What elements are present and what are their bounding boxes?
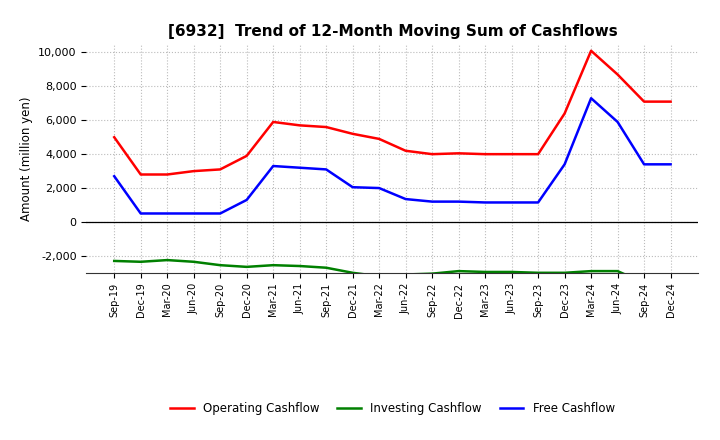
Title: [6932]  Trend of 12-Month Moving Sum of Cashflows: [6932] Trend of 12-Month Moving Sum of C… [168, 24, 617, 39]
Operating Cashflow [243, 153, 251, 158]
Free Cashflow [508, 200, 516, 205]
Free Cashflow [454, 199, 463, 204]
Operating Cashflow [508, 151, 516, 157]
Line: Free Cashflow: Free Cashflow [114, 98, 670, 213]
Investing Cashflow [481, 269, 490, 275]
Investing Cashflow [322, 265, 330, 270]
Free Cashflow [481, 200, 490, 205]
Investing Cashflow [613, 268, 622, 274]
Investing Cashflow [189, 259, 198, 264]
Line: Investing Cashflow: Investing Cashflow [114, 260, 670, 283]
Operating Cashflow [640, 99, 649, 104]
Free Cashflow [375, 185, 384, 191]
Free Cashflow [534, 200, 542, 205]
Free Cashflow [243, 197, 251, 202]
Investing Cashflow [454, 268, 463, 274]
Investing Cashflow [640, 280, 649, 286]
Operating Cashflow [666, 99, 675, 104]
Operating Cashflow [560, 111, 569, 116]
Investing Cashflow [348, 270, 357, 275]
Operating Cashflow [428, 151, 436, 157]
Operating Cashflow [587, 48, 595, 53]
Free Cashflow [428, 199, 436, 204]
Legend: Operating Cashflow, Investing Cashflow, Free Cashflow: Operating Cashflow, Investing Cashflow, … [166, 398, 619, 420]
Operating Cashflow [136, 172, 145, 177]
Investing Cashflow [110, 258, 119, 264]
Free Cashflow [295, 165, 304, 170]
Operating Cashflow [348, 131, 357, 136]
Free Cashflow [163, 211, 171, 216]
Operating Cashflow [269, 119, 277, 125]
Investing Cashflow [587, 268, 595, 274]
Operating Cashflow [216, 167, 225, 172]
Investing Cashflow [163, 257, 171, 263]
Free Cashflow [322, 167, 330, 172]
Operating Cashflow [189, 169, 198, 174]
Free Cashflow [189, 211, 198, 216]
Free Cashflow [640, 161, 649, 167]
Free Cashflow [587, 95, 595, 101]
Investing Cashflow [375, 274, 384, 279]
Free Cashflow [110, 173, 119, 179]
Free Cashflow [666, 161, 675, 167]
Investing Cashflow [560, 270, 569, 275]
Free Cashflow [216, 211, 225, 216]
Free Cashflow [401, 196, 410, 202]
Free Cashflow [269, 163, 277, 169]
Investing Cashflow [534, 270, 542, 275]
Free Cashflow [613, 119, 622, 125]
Operating Cashflow [110, 135, 119, 140]
Investing Cashflow [508, 269, 516, 275]
Investing Cashflow [243, 264, 251, 270]
Investing Cashflow [136, 259, 145, 264]
Free Cashflow [348, 184, 357, 190]
Operating Cashflow [401, 148, 410, 154]
Operating Cashflow [613, 72, 622, 77]
Free Cashflow [560, 161, 569, 167]
Operating Cashflow [481, 151, 490, 157]
Operating Cashflow [295, 123, 304, 128]
Operating Cashflow [534, 151, 542, 157]
Y-axis label: Amount (million yen): Amount (million yen) [19, 96, 32, 220]
Investing Cashflow [216, 263, 225, 268]
Operating Cashflow [322, 125, 330, 130]
Operating Cashflow [375, 136, 384, 142]
Investing Cashflow [401, 272, 410, 277]
Line: Operating Cashflow: Operating Cashflow [114, 51, 670, 175]
Investing Cashflow [428, 271, 436, 276]
Investing Cashflow [666, 275, 675, 281]
Free Cashflow [136, 211, 145, 216]
Operating Cashflow [163, 172, 171, 177]
Operating Cashflow [454, 150, 463, 156]
Investing Cashflow [295, 264, 304, 269]
Investing Cashflow [269, 263, 277, 268]
